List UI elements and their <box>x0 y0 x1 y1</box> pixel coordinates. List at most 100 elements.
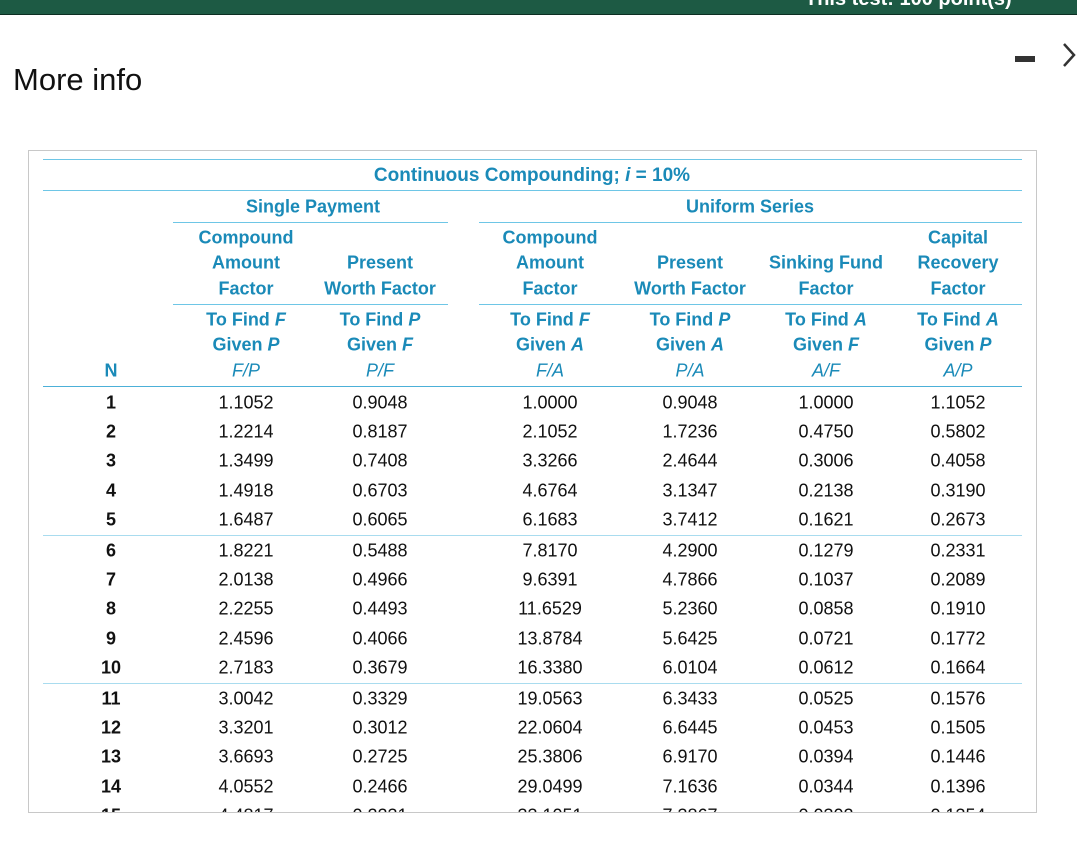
table-title-part: Continuous Compounding; <box>373 165 620 186</box>
factor-value: 0.4750 <box>798 422 853 443</box>
factor-value-part: 6.6445 <box>662 717 718 738</box>
column-name: Present <box>347 253 413 274</box>
factor-value: 3.3201 <box>218 718 273 739</box>
factor-value-part: 0.4966 <box>352 569 408 590</box>
to-find-part: A <box>985 309 999 330</box>
to-find: To Find P <box>340 310 421 331</box>
column-name: Factor <box>798 279 853 300</box>
factor-value-part: 0.1505 <box>930 717 986 738</box>
factor-value: 0.0858 <box>798 599 853 620</box>
symbol: P/A <box>675 361 704 382</box>
factor-value-part: 0.3190 <box>930 480 986 501</box>
factor-value: 33.1051 <box>517 805 582 812</box>
factor-value: 7.1636 <box>662 776 717 797</box>
symbol: A/P <box>943 361 972 382</box>
column-name: Amount <box>516 253 584 274</box>
factor-value-part: 0.2466 <box>352 776 408 797</box>
factor-value: 11.6529 <box>518 599 582 620</box>
factor-value-part: 5.2360 <box>662 598 718 619</box>
factor-value: 7.3867 <box>662 805 717 812</box>
factor-value: 6.6445 <box>662 718 717 739</box>
given-part: P <box>267 334 280 355</box>
column-name: Factor <box>930 279 985 300</box>
factor-value: 0.2089 <box>930 570 985 591</box>
factor-value: 22.0604 <box>517 718 582 739</box>
column-name-part: Factor <box>930 278 986 299</box>
factor-value: 19.0563 <box>517 689 582 710</box>
factor-value: 5.6425 <box>662 628 717 649</box>
given: Given F <box>347 335 413 356</box>
factor-value-part: 3.6693 <box>218 746 274 767</box>
factor-value: 9.6391 <box>522 570 577 591</box>
column-name: Sinking Fund <box>769 253 883 274</box>
column-name: Present <box>657 253 723 274</box>
factor-value: 5.2360 <box>662 599 717 620</box>
factor-value: 0.1354 <box>930 805 985 812</box>
factor-value-part: 4.7866 <box>662 569 718 590</box>
factor-value-part: 7.1636 <box>662 776 718 797</box>
factor-value-part: 0.1446 <box>930 746 986 767</box>
factor-value: 0.5488 <box>352 541 407 562</box>
period-part: 8 <box>105 598 117 619</box>
given-part: F <box>848 334 860 355</box>
factor-value-part: 29.0499 <box>517 776 583 797</box>
period: 2 <box>106 422 116 443</box>
factor-value: 1.1052 <box>218 393 273 414</box>
group-label: Single Payment <box>246 197 380 218</box>
column-name-part: Sinking Fund <box>769 252 883 273</box>
factor-value: 29.0499 <box>517 776 582 797</box>
column-name: Compound <box>199 228 294 249</box>
factor-value: 2.0138 <box>218 570 273 591</box>
column-name: Worth Factor <box>324 279 436 300</box>
factor-value: 4.4817 <box>218 805 273 812</box>
symbol: P/F <box>366 361 394 382</box>
factor-value: 2.4596 <box>218 628 273 649</box>
factor-value: 0.0394 <box>798 747 853 768</box>
period: 5 <box>106 509 116 530</box>
factor-value: 4.6764 <box>522 480 577 501</box>
to-find-part: F <box>274 309 286 330</box>
factor-value-part: 0.1396 <box>930 776 986 797</box>
column-name: Amount <box>212 253 280 274</box>
column-name-part: Compound <box>198 227 294 248</box>
factor-value-part: 2.4644 <box>662 450 718 471</box>
given-part: A <box>711 334 725 355</box>
symbol-part: P/A <box>675 360 705 381</box>
factor-value-part: 0.0858 <box>798 598 854 619</box>
factor-value: 0.2725 <box>352 747 407 768</box>
close-arrow[interactable] <box>1062 42 1076 68</box>
column-name-part: Present <box>346 252 414 273</box>
factor-value-part: 1.0000 <box>522 392 578 413</box>
factor-value: 0.1279 <box>798 541 853 562</box>
rule-line <box>43 386 1022 387</box>
factor-value-part: 1.3499 <box>218 450 274 471</box>
factor-value: 0.0302 <box>798 805 853 812</box>
period-part: 4 <box>105 480 117 501</box>
given-part: Given <box>346 334 398 355</box>
given-part: Given <box>655 334 707 355</box>
factor-value: 4.0552 <box>218 776 273 797</box>
factor-value-part: 2.2255 <box>218 598 274 619</box>
factor-value-part: 9.6391 <box>522 569 578 590</box>
symbol-part: P/F <box>365 360 395 381</box>
factor-value: 0.6065 <box>352 509 407 530</box>
factor-value: 1.3499 <box>218 451 273 472</box>
table-title: Continuous Compounding; i = 10% <box>374 165 690 187</box>
period-part: 1 <box>105 392 117 413</box>
factor-value-part: 0.8187 <box>352 421 408 442</box>
factor-value: 0.2138 <box>798 480 853 501</box>
factor-value: 0.3006 <box>798 451 853 472</box>
factor-value-part: 3.0042 <box>218 688 274 709</box>
factor-value-part: 0.3329 <box>352 688 408 709</box>
period: 7 <box>106 570 116 591</box>
factor-value: 3.0042 <box>218 689 273 710</box>
factor-value-part: 0.0344 <box>798 776 854 797</box>
given-part: Given <box>924 334 975 355</box>
factor-value-part: 1.8221 <box>218 540 274 561</box>
factor-value: 1.6487 <box>218 509 273 530</box>
factor-value: 0.4966 <box>352 570 407 591</box>
symbol-part: F/P <box>231 360 261 381</box>
minimize-button[interactable] <box>1015 56 1035 62</box>
factor-value: 0.3329 <box>352 689 407 710</box>
